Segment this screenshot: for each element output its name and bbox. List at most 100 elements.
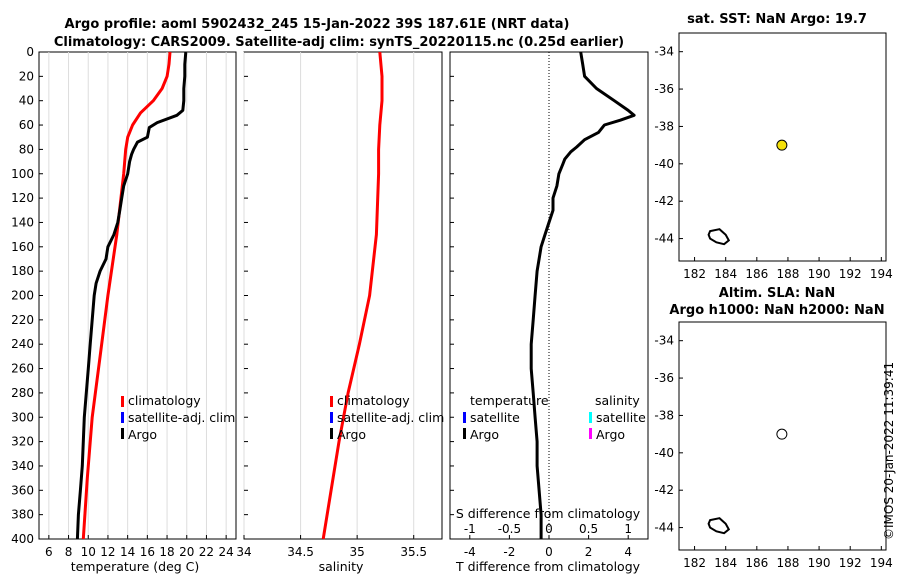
series-argo (75, 51, 188, 540)
map-y-tick-label: -40 (654, 157, 674, 171)
y-tick-label: 80 (19, 142, 34, 156)
y-tick-label: 340 (11, 459, 34, 473)
legend-label-s-argo: Argo (596, 427, 625, 442)
map-x-tick-label: 192 (839, 267, 862, 281)
map-x-tick-label: 188 (776, 267, 799, 281)
x-tick-label: 24 (219, 545, 234, 559)
x-tick-label: 34.5 (287, 545, 314, 559)
legend-label-argo: Argo (128, 427, 157, 442)
salinity-axes-frame (243, 51, 443, 540)
series-climatology (81, 51, 172, 540)
x-tick-label: 0 (545, 545, 553, 559)
legend-swatch-satellite (121, 412, 124, 423)
x-tick-label: 20 (179, 545, 194, 559)
map-x-tick-label: 184 (714, 267, 737, 281)
s-diff-tick-label: 1 (624, 522, 632, 536)
y-tick-label: 140 (11, 215, 34, 229)
difference-axes: T difference from climatology S differen… (449, 51, 649, 574)
temperature-xlabel: temperature (deg C) (71, 559, 200, 574)
map-y-tick-label: -42 (654, 194, 674, 208)
x-tick-label: -2 (503, 545, 515, 559)
s-diff-tick-label: 0.5 (579, 522, 598, 536)
legend-title-temperature: temperature (470, 393, 549, 408)
s-diff-tick-label: -1 (464, 522, 476, 536)
x-tick-label: 18 (159, 545, 174, 559)
x-tick-label: 6 (45, 545, 53, 559)
y-tick-label: 400 (11, 532, 34, 546)
series-argo-t-diff (529, 51, 636, 539)
y-tick-label: 220 (11, 313, 34, 327)
legend-label-climatology: climatology (337, 393, 410, 408)
x-tick-label: 12 (100, 545, 115, 559)
map-y-tick-label: -34 (654, 45, 674, 59)
sst-map-title: sat. SST: NaN Argo: 19.7 (687, 12, 867, 27)
map-x-tick-label: 182 (683, 556, 706, 570)
difference-xlabel-top: S difference from climatology (456, 506, 641, 521)
map-y-tick-label: -36 (654, 371, 674, 385)
sla-map-axes: Altim. SLA: NaN Argo h1000: NaN h2000: N… (654, 286, 892, 570)
legend-swatch-argo (330, 428, 333, 439)
salinity-axes: salinity 34 34.5 35 35.5 (236, 51, 443, 574)
y-tick-label: 120 (11, 191, 34, 205)
temperature-axes: temperature (deg C) 6 8 10 12 14 16 18 20 22 2402… (11, 45, 237, 574)
map-y-tick-label: -40 (654, 446, 674, 460)
figure-title-line1: Argo profile: aoml 5902432_245 15-Jan-20… (65, 17, 570, 32)
legend-swatch-t-argo (463, 428, 466, 439)
map-y-tick-label: -42 (654, 483, 674, 497)
x-tick-label: -4 (464, 545, 476, 559)
legend-swatch-s-satellite (589, 412, 592, 423)
legend-label-s-satellite: satellite (596, 410, 646, 425)
y-tick-label: 200 (11, 289, 34, 303)
y-tick-label: 360 (11, 483, 34, 497)
legend-label-t-satellite: satellite (470, 410, 520, 425)
salinity-legend: climatology satellite-adj. clim Argo (330, 393, 444, 442)
sst-map-frame (678, 32, 887, 262)
legend-swatch-satellite (330, 412, 333, 423)
coastline-island (707, 228, 731, 246)
y-tick-label: 380 (11, 508, 34, 522)
series-climatology (321, 51, 384, 540)
x-tick-label: 4 (624, 545, 632, 559)
x-tick-label: 14 (120, 545, 135, 559)
map-y-tick-label: -44 (654, 232, 674, 246)
map-y-tick-label: -34 (654, 334, 674, 348)
x-tick-label: 35 (350, 545, 365, 559)
y-tick-label: 180 (11, 264, 34, 278)
map-y-tick-label: -36 (654, 82, 674, 96)
map-y-tick-label: -38 (654, 408, 674, 422)
s-diff-tick-label: 0 (545, 522, 553, 536)
argo-float-marker (776, 139, 788, 151)
x-tick-label: 34 (236, 545, 251, 559)
x-tick-label: 2 (585, 545, 593, 559)
legend-label-t-argo: Argo (470, 427, 499, 442)
x-tick-label: 35.5 (400, 545, 427, 559)
map-x-tick-label: 192 (839, 556, 862, 570)
x-tick-label: 22 (199, 545, 214, 559)
sst-map-axes: sat. SST: NaN Argo: 19.7 182 184 186 188 190… (654, 12, 892, 281)
map-x-tick-label: 190 (808, 556, 831, 570)
x-tick-label: 10 (81, 545, 96, 559)
y-tick-label: 300 (11, 410, 34, 424)
legend-swatch-climatology (121, 396, 124, 407)
map-x-tick-label: 194 (870, 556, 893, 570)
map-x-tick-label: 188 (776, 556, 799, 570)
legend-label-satellite: satellite-adj. clim (337, 410, 444, 425)
legend-swatch-argo (121, 428, 124, 439)
y-tick-label: 0 (26, 45, 34, 59)
map-x-tick-label: 186 (745, 267, 768, 281)
y-tick-label: 240 (11, 337, 34, 351)
map-x-tick-label: 194 (870, 267, 893, 281)
y-tick-label: 60 (19, 118, 34, 132)
sla-map-title-line1: Altim. SLA: NaN (719, 286, 835, 301)
coastline-island (707, 517, 731, 535)
map-y-tick-label: -44 (654, 521, 674, 535)
legend-label-climatology: climatology (128, 393, 201, 408)
sla-map-title-line2: Argo h1000: NaN h2000: NaN (669, 303, 884, 318)
y-tick-label: 160 (11, 240, 34, 254)
salinity-xlabel: salinity (319, 559, 364, 574)
map-x-tick-label: 182 (683, 267, 706, 281)
map-y-tick-label: -38 (654, 119, 674, 133)
argo-float-marker (776, 428, 788, 440)
figure-title-line2: Climatology: CARS2009. Satellite-adj cli… (54, 35, 624, 50)
